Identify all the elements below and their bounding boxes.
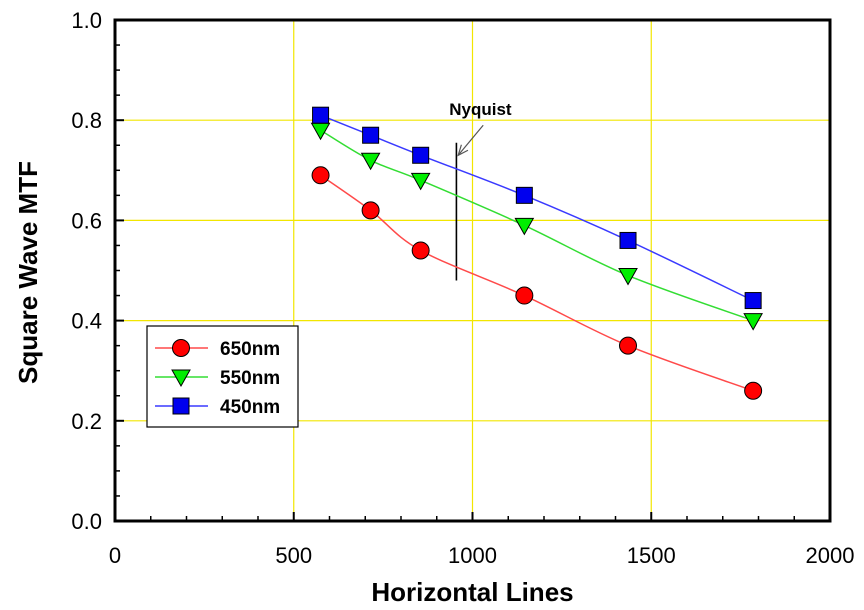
- data-point-450nm: [312, 106, 330, 124]
- y-tick-label: 0.0: [71, 509, 102, 534]
- x-axis-title: Horizontal Lines: [371, 577, 573, 607]
- x-tick-label: 2000: [806, 543, 855, 568]
- data-point-450nm: [362, 126, 380, 144]
- axis-ticks: 0 500 1000 1500 2000 0.0 0.2 0.4 0.6 0.8 1.0: [71, 8, 854, 568]
- series-layer: [310, 106, 763, 400]
- data-point-450nm: [619, 231, 637, 249]
- data-point-550nm: [360, 152, 381, 171]
- data-point-550nm: [514, 217, 535, 236]
- legend-marker-550nm: [171, 369, 191, 388]
- data-point-450nm: [515, 186, 533, 204]
- nyquist-label: Nyquist: [449, 100, 512, 119]
- data-point-650nm: [361, 201, 380, 220]
- x-tick-label: 1000: [448, 543, 497, 568]
- y-tick-label: 0.2: [71, 409, 102, 434]
- data-point-450nm: [744, 292, 762, 310]
- nyquist-annotation: Nyquist: [449, 100, 512, 281]
- x-tick-label: 0: [109, 543, 121, 568]
- nyquist-arrow: [457, 124, 484, 156]
- data-point-550nm: [618, 268, 638, 286]
- data-point-650nm: [515, 286, 534, 305]
- y-tick-label: 0.6: [71, 208, 102, 233]
- legend-label-650nm: 650nm: [220, 339, 280, 360]
- y-tick-label: 0.8: [71, 108, 102, 133]
- legend-marker-650nm: [172, 339, 190, 357]
- legend-label-550nm: 550nm: [220, 368, 280, 389]
- data-point-550nm: [743, 313, 763, 331]
- legend: 650nm 550nm 450nm: [146, 325, 299, 428]
- data-point-650nm: [411, 241, 430, 260]
- data-point-450nm: [412, 146, 430, 164]
- y-tick-label: 0.4: [71, 309, 102, 334]
- grid: [115, 20, 830, 521]
- series-line-650nm: [320, 174, 754, 392]
- data-point-650nm: [744, 381, 763, 400]
- legend-marker-450nm: [172, 397, 190, 415]
- series-line-550nm: [320, 129, 754, 322]
- series-line-450nm: [320, 114, 754, 302]
- data-point-650nm: [311, 166, 330, 185]
- y-tick-label: 1.0: [71, 8, 102, 33]
- data-point-550nm: [310, 122, 331, 141]
- data-point-650nm: [619, 336, 638, 355]
- data-point-550nm: [410, 172, 431, 191]
- nyquist-arrow-head: [457, 144, 469, 157]
- x-tick-label: 500: [275, 543, 312, 568]
- y-axis-title: Square Wave MTF: [13, 161, 43, 384]
- x-tick-label: 1500: [627, 543, 676, 568]
- legend-label-450nm: 450nm: [220, 397, 280, 418]
